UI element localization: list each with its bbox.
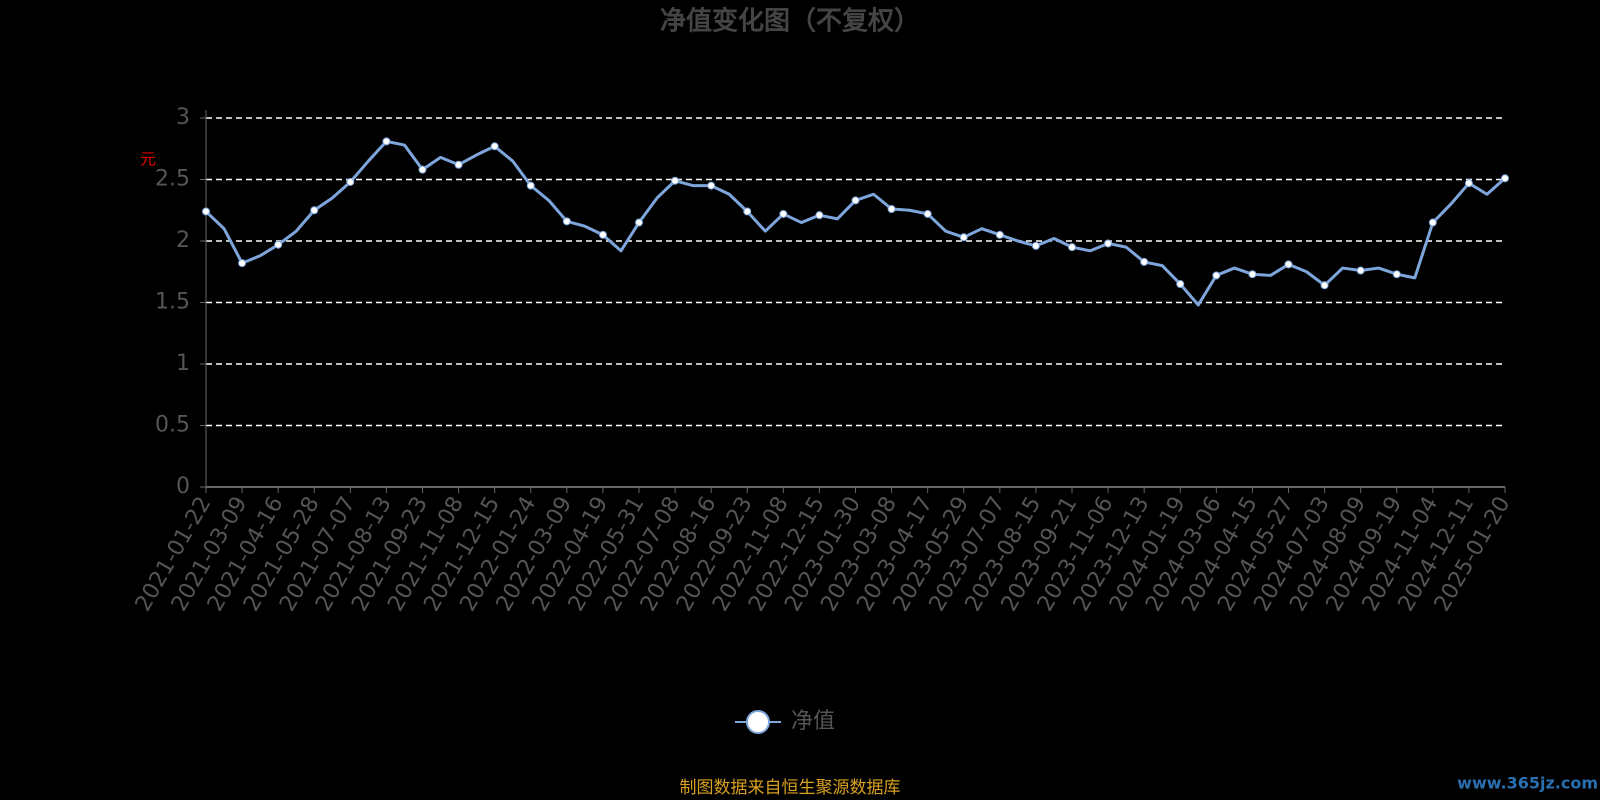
data-point: [418, 165, 427, 174]
data-point: [238, 259, 247, 268]
source-note: 制图数据来自恒生聚源数据库: [680, 778, 901, 798]
y-tick-label: 2.5: [155, 167, 190, 192]
data-point: [671, 176, 680, 185]
y-tick-label: 2: [176, 228, 190, 253]
data-point: [202, 207, 210, 216]
y-tick-label: 0: [176, 474, 190, 499]
data-point: [707, 181, 716, 190]
y-tick-label: 3: [176, 105, 190, 130]
legend-marker: [746, 710, 770, 734]
y-tick-label: 0.5: [155, 413, 190, 438]
data-point: [1320, 281, 1329, 290]
data-point: [490, 142, 499, 151]
data-point: [1104, 239, 1113, 248]
data-point: [1176, 280, 1185, 289]
data-point: [1140, 257, 1149, 266]
data-point: [1248, 270, 1257, 279]
data-point: [779, 209, 788, 218]
data-point: [995, 230, 1004, 239]
data-point: [851, 196, 860, 205]
data-point: [815, 211, 824, 220]
y-tick-label: 1: [176, 351, 190, 376]
watermark: www.365jz.com: [1457, 774, 1598, 793]
data-point: [1356, 266, 1365, 275]
data-point: [1284, 260, 1293, 269]
data-point: [1212, 271, 1221, 280]
data-point: [743, 207, 752, 216]
data-point: [1392, 270, 1401, 279]
data-point: [635, 218, 643, 227]
series-line: [204, 139, 1506, 307]
legend-label: 净值: [791, 709, 835, 734]
data-point: [887, 205, 896, 214]
y-axis-label: 元: [140, 150, 156, 169]
data-point: [1068, 243, 1076, 252]
y-tick-label: 1.5: [155, 290, 190, 315]
data-point: [562, 217, 571, 226]
chart-title: 净值变化图（不复权）: [660, 6, 920, 37]
data-point: [1428, 218, 1437, 227]
data-point: [1031, 241, 1040, 250]
data-point: [959, 233, 968, 242]
data-point: [923, 209, 932, 218]
data-point: [454, 160, 463, 169]
data-point: [526, 181, 535, 190]
data-point: [274, 240, 283, 249]
data-point: [598, 230, 607, 239]
data-point: [310, 206, 319, 215]
data-point: [1464, 179, 1473, 188]
data-point: [1501, 174, 1509, 183]
data-point: [382, 137, 391, 146]
data-point: [346, 177, 355, 186]
